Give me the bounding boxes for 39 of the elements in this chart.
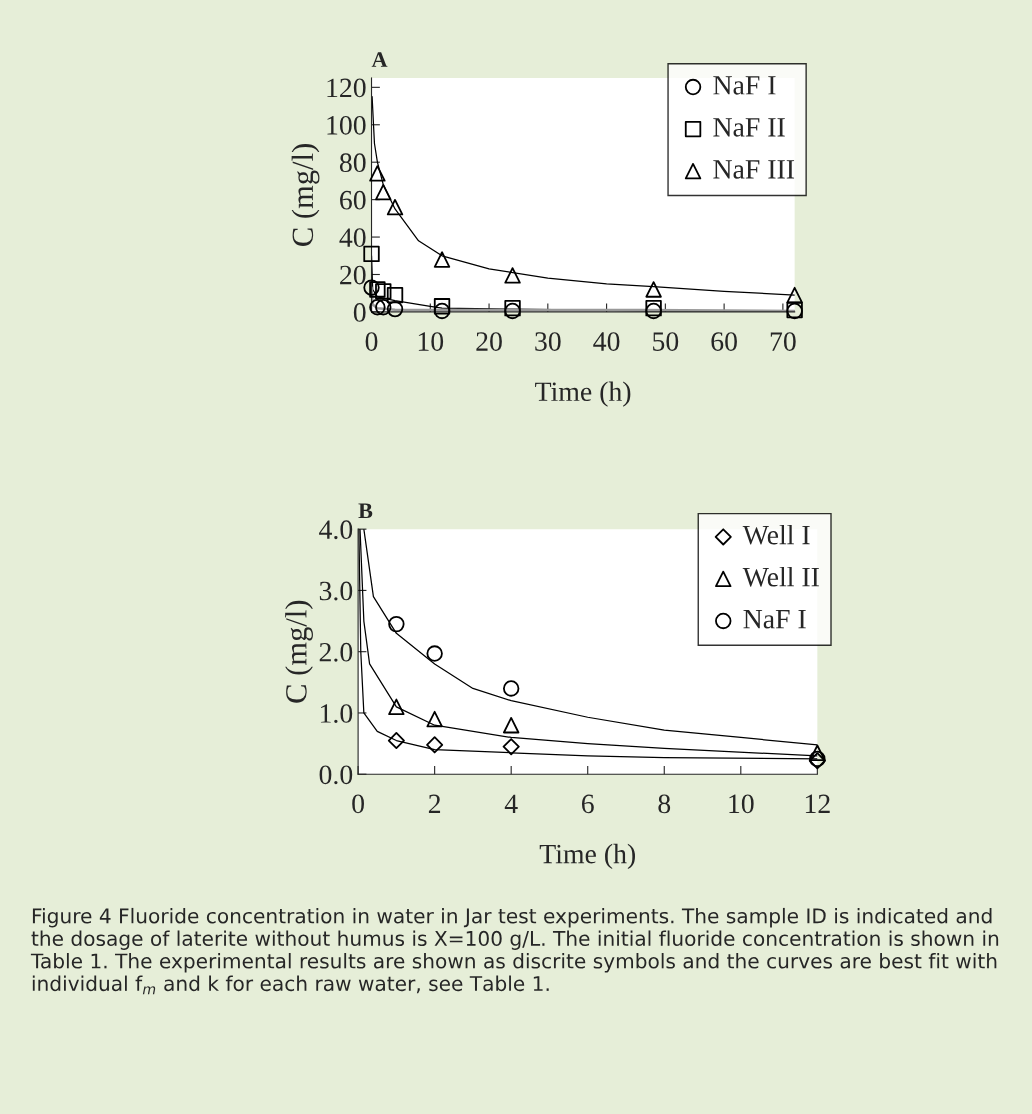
x-axis-title: Time (h) xyxy=(535,381,631,407)
x-tick-label: 2 xyxy=(428,794,441,813)
x-tick-label: 8 xyxy=(658,794,671,814)
x-tick-label: 60 xyxy=(711,332,737,351)
y-tick-label: 120 xyxy=(327,78,366,98)
x-tick-label: 40 xyxy=(593,332,620,351)
y-axis-title: C (mg/l) xyxy=(285,600,313,703)
x-tick-label: 10 xyxy=(418,332,444,351)
x-tick-label: 70 xyxy=(770,332,796,351)
x-tick-label: 6 xyxy=(581,794,594,814)
x-tick-label: 12 xyxy=(805,794,830,813)
legend-label: Well I xyxy=(742,524,810,545)
y-tick-label: 100 xyxy=(327,115,366,135)
x-tick-label: 4 xyxy=(504,794,518,813)
y-tick-label: 20 xyxy=(340,265,366,285)
x-tick-label: 30 xyxy=(535,332,561,351)
legend-label: NaF III xyxy=(713,160,795,179)
x-tick-label: 0 xyxy=(365,332,378,351)
y-tick-label: 2.0 xyxy=(319,642,353,662)
chart-title: A xyxy=(371,52,388,67)
y-tick-label: 1.0 xyxy=(320,704,353,723)
chart-title: B xyxy=(358,503,373,519)
y-tick-label: 60 xyxy=(340,190,366,210)
x-tick-label: 50 xyxy=(653,332,679,351)
y-tick-label: 40 xyxy=(339,228,366,247)
legend-label: NaF II xyxy=(713,118,785,137)
caption: Figure 4 Fluoride concentration in water in Jar test experiments. The sample ID is indicated and the dosage of laterite without humus is X=100 g/L. The initial fluoride concentration is shown in Table 1. The experimental results are shown as discrite symbols and the curves are best fit with individual f$_{m}$ and k for each raw water, see Table 1. xyxy=(30,907,999,995)
y-tick-label: 0 xyxy=(353,303,366,322)
y-tick-label: 3.0 xyxy=(319,581,353,601)
y-tick-label: 80 xyxy=(339,153,366,173)
x-tick-label: 10 xyxy=(729,794,754,814)
legend-label: NaF I xyxy=(713,76,776,95)
x-axis-title: Time (h) xyxy=(539,843,635,870)
y-tick-label: 4.0 xyxy=(319,520,353,540)
y-tick-label: 0.0 xyxy=(319,765,353,785)
y-axis-title: C (mg/l) xyxy=(291,144,320,246)
x-tick-label: 20 xyxy=(476,332,502,351)
legend-label: Well II xyxy=(742,566,819,587)
legend-label: NaF I xyxy=(743,610,806,629)
